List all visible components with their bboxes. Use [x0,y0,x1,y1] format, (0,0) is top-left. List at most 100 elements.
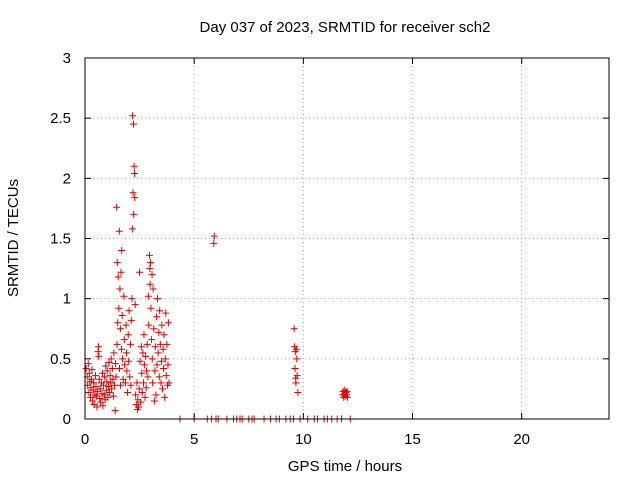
data-point [109,392,117,400]
data-point [123,367,131,375]
data-point [291,364,299,372]
data-point [121,379,129,387]
data-point [141,393,149,401]
data-point [140,361,148,369]
data-point [88,375,96,383]
data-point [117,381,125,389]
data-point [152,391,160,399]
data-point [210,232,218,240]
data-point [126,340,134,348]
data-point [108,364,116,372]
y-tick-label: 2.5 [50,110,71,127]
data-point [129,120,137,128]
data-point [143,340,151,348]
data-point [162,372,170,380]
data-point [127,381,135,389]
data-point [119,355,127,363]
data-point [155,373,163,381]
data-point [122,321,130,329]
data-point [156,340,164,348]
data-point [129,189,137,197]
data-point [131,194,139,202]
data-point [128,225,136,233]
data-point [164,361,172,369]
data-point [108,385,116,393]
grid-layer [85,58,609,419]
data-point [106,372,114,380]
data-point [146,265,154,273]
data-point [115,227,123,235]
data-point [140,379,148,387]
data-point [149,379,157,387]
data-point [165,379,173,387]
data-point [153,361,161,369]
data-point [112,373,120,381]
data-point [84,360,92,368]
data-point [290,325,298,333]
data-point [118,312,126,320]
data-point [139,349,147,357]
data-point [157,379,165,387]
y-tick-label: 0.5 [50,351,71,368]
data-point [148,271,156,279]
data-point [138,369,146,377]
data-point [149,285,157,293]
data-point [95,343,103,351]
ticks-layer: 0 0.5 1 1.5 2 2.5 3 0 5 10 15 20 [50,50,609,448]
data-point [143,367,151,375]
data-point [148,355,156,363]
data-point [91,391,99,399]
data-point [150,397,158,405]
data-point [147,304,155,312]
data-point [153,313,161,321]
data-point [343,393,351,401]
y-tick-label: 1.5 [50,231,71,248]
data-point [111,407,119,415]
data-point [159,385,167,393]
data-point [126,373,134,381]
data-point [85,389,93,397]
data-point [100,391,108,399]
data-point [162,309,170,317]
data-point [105,389,113,397]
data-point [159,345,167,353]
data-point [102,362,110,370]
data-point [144,292,152,300]
data-point [140,331,148,339]
data-point [120,336,128,344]
data-point [151,367,159,375]
data-point [86,393,94,401]
data-point [134,403,142,411]
data-point [132,391,140,399]
data-point [292,379,300,387]
data-point [116,285,124,293]
data-point [98,369,106,377]
data-point [90,379,98,387]
data-point [89,397,97,405]
data-point [115,304,123,312]
data-point [151,343,159,351]
data-point [138,389,146,397]
data-point [144,373,152,381]
data-point [96,385,104,393]
data-point [145,251,153,259]
data-point [157,357,165,365]
data-point [122,349,130,357]
data-point [124,331,132,339]
data-point [112,360,120,368]
data-point [120,292,128,300]
data-point [113,203,121,211]
data-point [88,366,96,374]
chart-title: Day 037 of 2023, SRMTID for receiver sch… [200,19,491,36]
data-point [129,112,137,120]
data-point [93,403,101,411]
data-point [114,273,122,281]
data-point [161,393,169,401]
data-point [104,393,112,401]
data-point [136,357,144,365]
data-point [91,372,99,380]
data-point [147,259,154,267]
data-point [119,375,127,383]
data-point [158,321,166,329]
